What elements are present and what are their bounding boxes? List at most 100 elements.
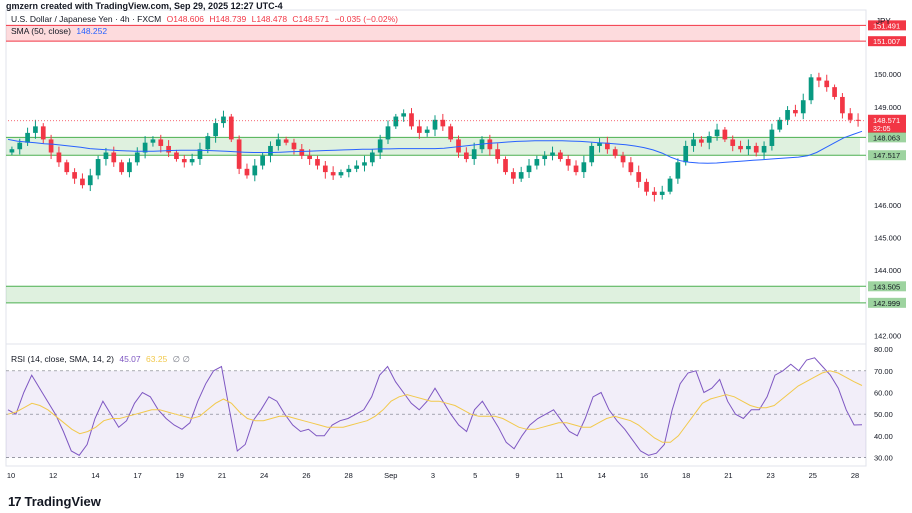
candle[interactable]	[628, 162, 634, 173]
candle[interactable]	[205, 136, 211, 150]
candle[interactable]	[158, 139, 164, 146]
candle[interactable]	[80, 178, 85, 186]
candle[interactable]	[526, 165, 532, 173]
candle[interactable]	[56, 152, 62, 163]
candle[interactable]	[338, 172, 344, 176]
candle[interactable]	[612, 149, 618, 156]
candle[interactable]	[291, 142, 297, 150]
candle[interactable]	[95, 159, 101, 176]
candle[interactable]	[25, 132, 30, 143]
candle[interactable]	[142, 142, 148, 153]
candle[interactable]	[699, 139, 704, 143]
candle[interactable]	[48, 139, 54, 153]
candle[interactable]	[675, 162, 681, 179]
candle[interactable]	[495, 149, 501, 160]
candle[interactable]	[581, 162, 587, 173]
candle[interactable]	[542, 155, 548, 160]
candle[interactable]	[785, 110, 790, 120]
candle[interactable]	[9, 149, 15, 153]
candle[interactable]	[746, 145, 751, 150]
candle[interactable]	[283, 139, 289, 143]
candle[interactable]	[565, 159, 571, 166]
candle[interactable]	[260, 155, 265, 166]
candle[interactable]	[440, 119, 446, 127]
candle[interactable]	[330, 172, 336, 176]
candle[interactable]	[503, 159, 508, 173]
candle[interactable]	[769, 129, 775, 146]
candle[interactable]	[416, 126, 422, 133]
candle[interactable]	[832, 87, 837, 97]
candle[interactable]	[683, 145, 689, 163]
candle[interactable]	[738, 145, 743, 150]
candle[interactable]	[659, 191, 665, 195]
candle[interactable]	[228, 116, 234, 140]
candle[interactable]	[714, 129, 720, 137]
candle[interactable]	[722, 129, 728, 140]
candle[interactable]	[369, 152, 375, 163]
candle[interactable]	[103, 152, 109, 160]
candle[interactable]	[346, 168, 352, 173]
candle[interactable]	[793, 110, 798, 114]
candle[interactable]	[824, 80, 830, 88]
candle[interactable]	[393, 116, 399, 127]
candle[interactable]	[706, 136, 712, 143]
candle[interactable]	[636, 172, 642, 182]
candle[interactable]	[307, 155, 312, 160]
rsi-line[interactable]	[7, 357, 863, 456]
candle[interactable]	[377, 139, 383, 153]
sma-line[interactable]	[7, 130, 863, 164]
candle[interactable]	[40, 126, 46, 140]
symbol-name[interactable]: U.S. Dollar / Japanese Yen · 4h · FXCM	[11, 14, 162, 24]
candle[interactable]	[401, 113, 407, 117]
candle[interactable]	[354, 165, 360, 169]
candle[interactable]	[597, 142, 602, 146]
candle[interactable]	[33, 126, 38, 133]
candle[interactable]	[573, 165, 579, 173]
candle[interactable]	[550, 152, 555, 156]
candle[interactable]	[652, 191, 657, 195]
candle[interactable]	[385, 126, 391, 140]
candle[interactable]	[471, 149, 477, 160]
candle[interactable]	[252, 165, 258, 176]
candle[interactable]	[150, 139, 156, 143]
candle[interactable]	[221, 116, 226, 124]
candle[interactable]	[362, 162, 367, 166]
candle[interactable]	[558, 152, 563, 160]
rsi-sma-line[interactable]	[7, 370, 863, 443]
candle[interactable]	[181, 159, 187, 163]
candle[interactable]	[487, 139, 493, 150]
tradingview-logo[interactable]: 17 TradingView	[8, 494, 101, 509]
candle[interactable]	[463, 152, 469, 160]
candle[interactable]	[432, 119, 438, 130]
candle[interactable]	[322, 165, 328, 173]
candle[interactable]	[119, 162, 124, 173]
candle[interactable]	[315, 159, 320, 166]
candle[interactable]	[510, 172, 516, 179]
candle[interactable]	[87, 175, 93, 186]
candle[interactable]	[244, 168, 250, 176]
candle[interactable]	[174, 152, 179, 160]
candle[interactable]	[644, 181, 649, 192]
candle[interactable]	[847, 113, 853, 120]
candle[interactable]	[189, 159, 195, 163]
candle[interactable]	[236, 139, 242, 169]
candle[interactable]	[777, 119, 783, 130]
candle[interactable]	[197, 149, 203, 160]
candle[interactable]	[17, 142, 23, 150]
candle[interactable]	[166, 145, 171, 153]
candle[interactable]	[518, 172, 524, 179]
candle[interactable]	[64, 162, 70, 173]
candle[interactable]	[589, 145, 595, 163]
candle[interactable]	[299, 149, 305, 156]
candle[interactable]	[840, 96, 845, 114]
candle[interactable]	[808, 77, 814, 101]
candle[interactable]	[275, 139, 281, 146]
candle[interactable]	[761, 145, 767, 153]
candle[interactable]	[667, 178, 673, 192]
candle[interactable]	[855, 119, 861, 121]
candle[interactable]	[691, 139, 696, 146]
candle[interactable]	[424, 129, 430, 133]
candle[interactable]	[753, 145, 759, 153]
candle[interactable]	[448, 126, 454, 140]
